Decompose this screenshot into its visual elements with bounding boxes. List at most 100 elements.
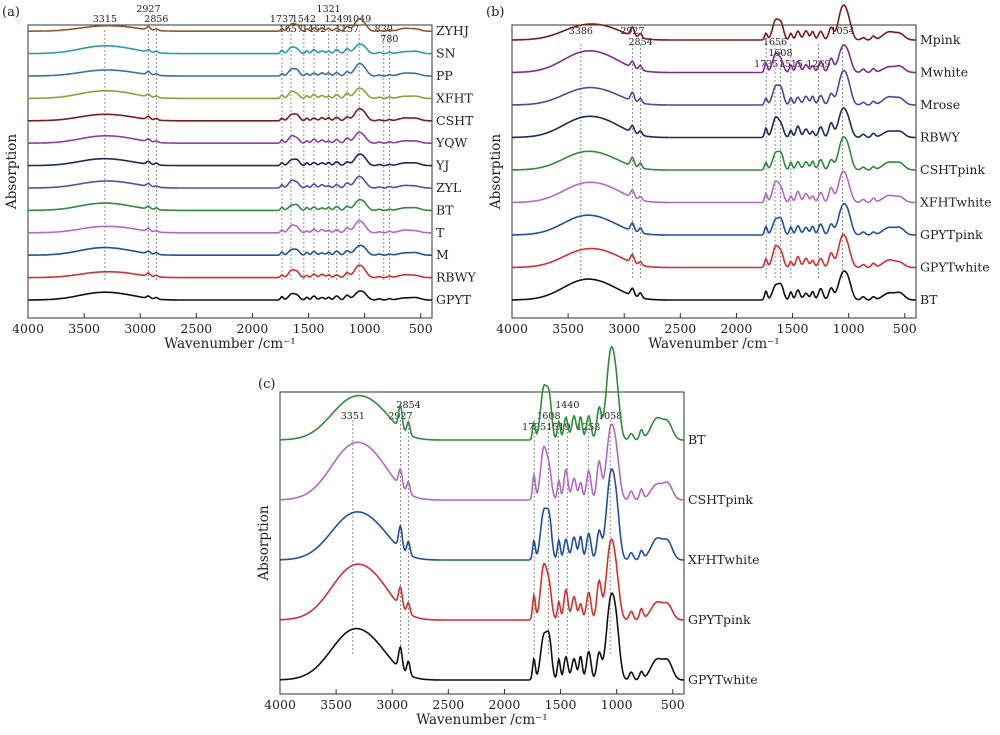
x-tick-label: 3000 [124,321,156,336]
x-tick-label: 3000 [608,321,640,336]
peak-label: 1249 [325,14,349,25]
series-line-Mwhite [512,44,916,74]
series-label: XFHTwhite [688,552,760,567]
x-tick-label: 500 [893,321,917,336]
x-tick-label: 1000 [833,321,865,336]
series-label: CSHT [436,113,474,128]
series-line-YJ [28,153,432,167]
peak-label: 3386 [569,26,593,37]
series-label: GPYTpink [688,612,751,627]
x-tick-label: 4000 [496,321,528,336]
x-axis-title: Wavenumber /cm⁻¹ [416,712,547,728]
peak-label: 2927 [136,4,160,15]
series-line-GPYTpink [280,538,684,621]
series-label: CSHTpink [688,492,753,507]
series-line-Mrose [512,69,916,106]
plot-frame [27,24,433,319]
x-tick-label: 2500 [180,321,212,336]
series-label: BT [920,292,938,307]
peak-label: 1452 [302,24,326,35]
series-label: GPYT [436,292,472,307]
series-label: RBWY [436,270,476,285]
x-tick-label: 1500 [293,321,325,336]
x-tick-label: 4000 [264,697,296,712]
peak-label: 1656 [763,37,787,48]
series-line-CSHTpink [512,136,916,171]
chart-panel-a: (a) 4000 3500 3000 2500 2000 1500 1000 500 Wavenu… [2,4,476,352]
peak-label: 3315 [93,14,117,25]
series-label: CSHTpink [920,162,985,177]
peak-label: 2927 [620,26,644,37]
peak-label: 1735 [522,422,546,433]
series-line-PP [28,62,432,77]
series-label: Mrose [920,97,960,112]
peak-label: 1657 [279,24,303,35]
x-tick-label: 3500 [68,321,100,336]
series-label: RBWY [920,130,960,145]
x-tick-label: 1000 [349,321,381,336]
plot-frame [279,391,685,695]
peak-label: 1440 [555,400,579,411]
x-axis-title: Wavenumber /cm⁻¹ [164,336,295,352]
series-label: ZYHJ [436,23,469,38]
x-tick-label: 500 [661,697,685,712]
chart-panel-c: (c) 4000 3500 3000 2500 2000 1500 1000 500 Wavenu… [256,345,760,728]
x-tick-label: 3500 [320,697,352,712]
series-line-XFHTwhite [280,468,685,561]
series-line-GPYTwhite [279,592,685,681]
series-label: ZYL [436,180,461,195]
x-tick-label: 4000 [12,321,44,336]
panel-label: (b) [486,5,504,20]
x-tick-label: 2000 [237,321,269,336]
panel-label: (c) [258,377,275,392]
series-line-BT [28,198,432,212]
series-line-BT [512,270,916,301]
series-line-M [28,244,432,256]
peak-label: 1519 [546,422,570,433]
series-label: GPYTpink [920,227,983,242]
series-label: GPYTwhite [920,260,990,275]
x-tick-label: 1500 [777,321,809,336]
peak-label: 780 [380,34,398,45]
series-line-Mpink [512,4,916,41]
series-label: GPYTwhite [688,672,758,687]
chart-panel-b: (b) 4000 3500 3000 2500 2000 1500 1000 500 Wavenu… [486,4,992,352]
series-label: T [436,225,445,240]
panel-label: (a) [2,5,20,20]
series-line-SN [28,43,432,55]
peak-label: 2854 [397,400,421,411]
x-tick-label: 2000 [721,321,753,336]
peak-label: 1608 [536,411,560,422]
x-tick-label: 2500 [664,321,696,336]
series-label: Mwhite [920,65,968,80]
x-tick-label: 1000 [601,697,633,712]
x-tick-label: 3500 [552,321,584,336]
series-line-CSHTpink [280,423,685,501]
x-tick-label: 2000 [489,697,521,712]
series-label: YJ [435,158,449,173]
x-tick-label: 500 [409,321,433,336]
series-line-GPYTpink [512,202,916,236]
series-label: BT [688,432,706,447]
x-axis-title: Wavenumber /cm⁻¹ [648,336,779,352]
series-label: M [436,247,449,262]
series-label: PP [436,68,453,83]
peak-label: 1253 [576,422,600,433]
peak-label: 1321 [317,4,341,15]
peak-label: 830 [375,24,393,35]
series-line-ZYHJ [28,17,432,32]
peak-label: 3351 [341,411,365,422]
x-tick-label: 1500 [545,697,577,712]
series-line-T [28,219,432,234]
peak-label: 2854 [629,37,653,48]
y-axis-title: Absorption [256,505,272,581]
series-line-GPYTwhite [512,233,916,269]
series-label: XFHTwhite [920,195,992,210]
series-label: SN [436,46,456,61]
peak-label: 1737 [270,14,294,25]
series-line-RBWY [512,107,916,139]
peak-label: 1054 [831,26,855,37]
peak-label: 1608 [768,48,792,59]
plot-frame [511,24,917,319]
